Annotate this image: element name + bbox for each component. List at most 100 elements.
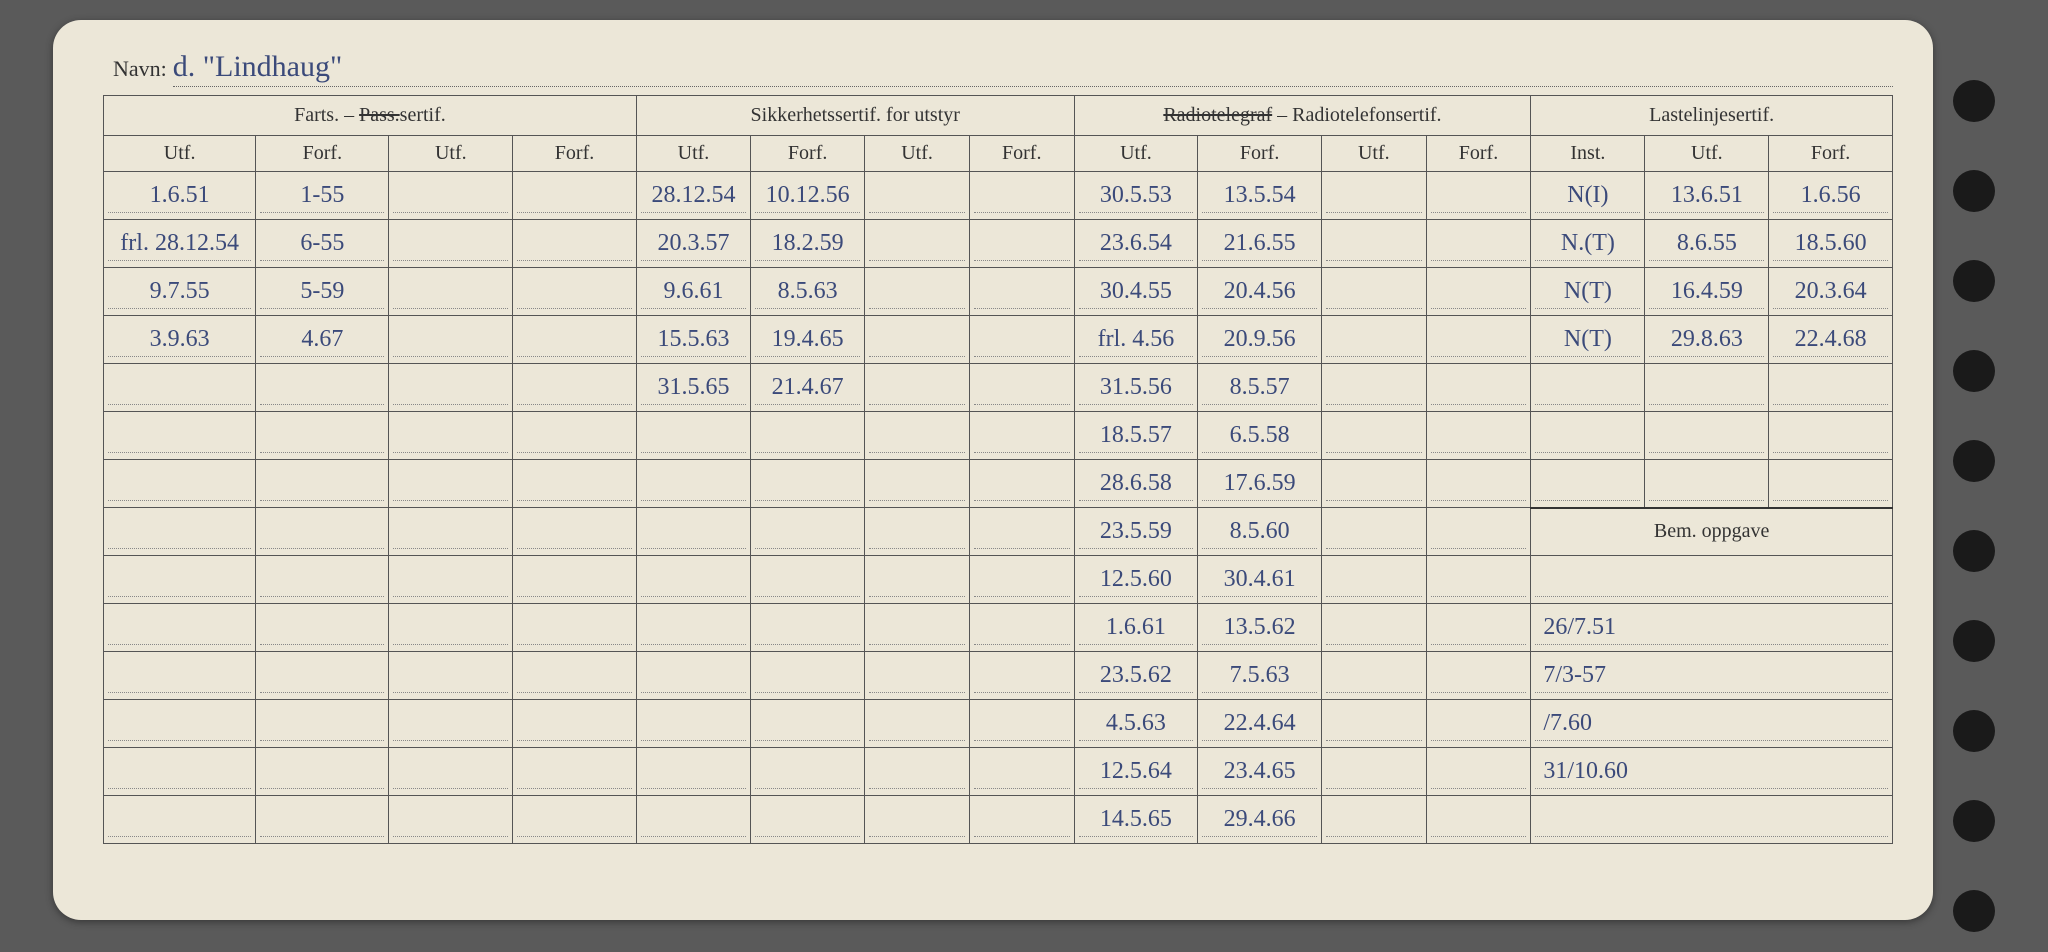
col-utf: Utf. — [1321, 136, 1426, 172]
cell — [513, 220, 637, 268]
cell — [389, 700, 513, 748]
cell-value: 31.5.56 — [1100, 374, 1172, 400]
hole — [1953, 350, 1995, 392]
cell — [865, 604, 970, 652]
cell — [751, 556, 865, 604]
cell-value: 30.4.55 — [1100, 278, 1172, 304]
cell: 23.5.62 — [1074, 652, 1198, 700]
cell: 28.6.58 — [1074, 460, 1198, 508]
cell — [636, 796, 750, 844]
cell — [389, 172, 513, 220]
cell — [256, 796, 389, 844]
table-row: 23.5.627.5.637/3-57 — [104, 652, 1893, 700]
cell — [1321, 412, 1426, 460]
cell-value: 20.3.64 — [1795, 278, 1867, 304]
cell: 20.3.57 — [636, 220, 750, 268]
bem-oppgave-header: Bem. oppgave — [1531, 508, 1893, 556]
col-utf: Utf. — [104, 136, 256, 172]
table-row: 28.6.5817.6.59 — [104, 460, 1893, 508]
cell — [389, 412, 513, 460]
cell — [256, 460, 389, 508]
cell: 13.6.51 — [1645, 172, 1769, 220]
cell-value: 9.7.55 — [150, 278, 210, 304]
cell: 22.4.68 — [1769, 316, 1893, 364]
navn-label: Navn: — [113, 56, 167, 82]
cell — [969, 316, 1074, 364]
cell — [865, 556, 970, 604]
hole — [1953, 890, 1995, 932]
cell: 18.2.59 — [751, 220, 865, 268]
cell-value: 5-59 — [300, 278, 344, 304]
cell: 1-55 — [256, 172, 389, 220]
cell: 29.4.66 — [1198, 796, 1322, 844]
cell-value: 14.5.65 — [1100, 806, 1172, 832]
cell-value: 4.5.63 — [1106, 710, 1166, 736]
cell: 20.4.56 — [1198, 268, 1322, 316]
cell-value: 19.4.65 — [772, 326, 844, 352]
cell: 15.5.63 — [636, 316, 750, 364]
cell — [1321, 364, 1426, 412]
cell-value: 31/10.60 — [1543, 758, 1628, 784]
col-utf: Utf. — [389, 136, 513, 172]
cell: 4.5.63 — [1074, 700, 1198, 748]
cell-value: 8.6.55 — [1677, 230, 1737, 256]
bem-cell — [1531, 796, 1893, 844]
cell — [389, 748, 513, 796]
table-row: 9.7.555-599.6.618.5.6330.4.5520.4.56N(T)… — [104, 268, 1893, 316]
table-row: 1.6.511-5528.12.5410.12.5630.5.5313.5.54… — [104, 172, 1893, 220]
table-row: 3.9.634.6715.5.6319.4.65frl. 4.5620.9.56… — [104, 316, 1893, 364]
cell — [1531, 460, 1645, 508]
cell: 31.5.56 — [1074, 364, 1198, 412]
col-utf: Utf. — [1645, 136, 1769, 172]
cell — [1426, 508, 1531, 556]
cell-value: 1.6.56 — [1801, 182, 1861, 208]
cell-value: 20.4.56 — [1224, 278, 1296, 304]
cell: 14.5.65 — [1074, 796, 1198, 844]
cell-value: 7.5.63 — [1230, 662, 1290, 688]
cell-value: 22.4.68 — [1795, 326, 1867, 352]
cell — [513, 604, 637, 652]
cell — [389, 652, 513, 700]
cell — [636, 556, 750, 604]
cell-value: 13.5.62 — [1224, 614, 1296, 640]
cell: 18.5.57 — [1074, 412, 1198, 460]
cell — [1321, 172, 1426, 220]
cell — [1769, 460, 1893, 508]
cell — [1321, 220, 1426, 268]
cell-value: 18.5.60 — [1795, 230, 1867, 256]
cell — [1321, 268, 1426, 316]
cell — [513, 796, 637, 844]
cell-value: 23.4.65 — [1224, 758, 1296, 784]
col-forf: Forf. — [256, 136, 389, 172]
cell-value: 13.6.51 — [1671, 182, 1743, 208]
group-sikkerhet: Sikkerhetssertif. for utstyr — [636, 96, 1074, 136]
cell: 29.8.63 — [1645, 316, 1769, 364]
cell: 30.4.55 — [1074, 268, 1198, 316]
cell — [1426, 172, 1531, 220]
cell: 6-55 — [256, 220, 389, 268]
cell — [969, 700, 1074, 748]
cell — [751, 748, 865, 796]
cell — [865, 652, 970, 700]
hole — [1953, 530, 1995, 572]
cell: frl. 28.12.54 — [104, 220, 256, 268]
cell — [1645, 364, 1769, 412]
cell — [969, 460, 1074, 508]
col-forf: Forf. — [1198, 136, 1322, 172]
cell: 3.9.63 — [104, 316, 256, 364]
cell-value: 20.3.57 — [657, 230, 729, 256]
cell — [969, 748, 1074, 796]
cell — [1531, 412, 1645, 460]
cell — [104, 652, 256, 700]
cell — [1426, 220, 1531, 268]
cell — [865, 748, 970, 796]
cell — [1321, 700, 1426, 748]
hole — [1953, 440, 1995, 482]
pass-strike: Pass. — [359, 104, 400, 126]
cell-value: N.(T) — [1561, 230, 1615, 256]
cell — [1426, 700, 1531, 748]
cell — [513, 172, 637, 220]
table-row: 14.5.65 29.4.66 — [104, 796, 1893, 844]
group-lastelinje: Lastelinjesertif. — [1531, 96, 1893, 136]
cell-value: 29.4.66 — [1224, 806, 1296, 832]
